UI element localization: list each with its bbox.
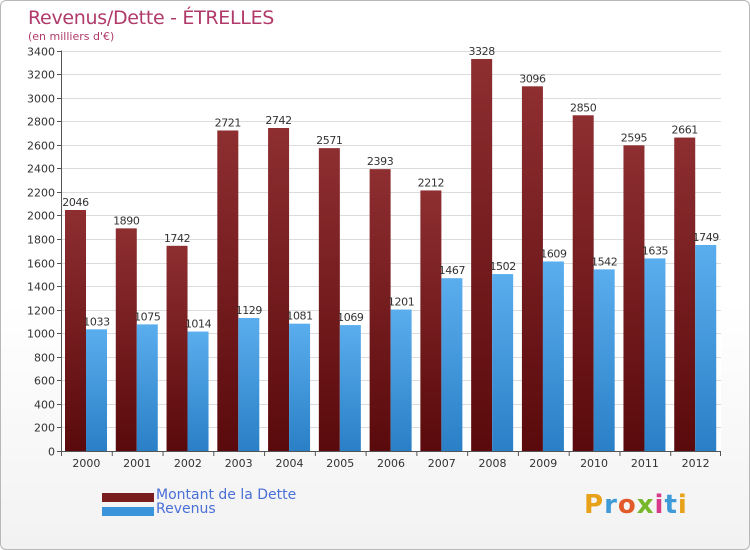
bar-revenus	[390, 309, 412, 451]
data-label-revenus: 1635	[642, 244, 669, 257]
y-tick-label: 2200	[27, 187, 55, 200]
data-label-dette: 2046	[62, 196, 89, 209]
bar-revenus	[695, 244, 717, 451]
y-tick-label: 200	[34, 422, 55, 435]
y-tick-label: 1400	[27, 281, 55, 294]
y-tick-label: 2600	[27, 140, 55, 153]
data-label-dette: 1890	[113, 214, 140, 227]
data-label-dette: 3096	[519, 72, 546, 85]
data-label-dette: 2393	[367, 155, 394, 168]
legend-swatch-revenus	[102, 507, 154, 516]
data-label-dette: 2850	[570, 101, 597, 114]
bar-revenus	[644, 258, 666, 451]
data-label-revenus: 1075	[134, 310, 161, 323]
x-tick-label: 2007	[428, 457, 456, 470]
chart-title: Revenus/Dette - ÉTRELLES	[28, 7, 275, 29]
bar-revenus	[492, 274, 514, 451]
bar-dette	[369, 169, 391, 451]
x-tick-label: 2009	[529, 457, 557, 470]
x-tick-label: 2002	[174, 457, 202, 470]
y-tick-label: 3200	[27, 69, 55, 82]
y-tick-label: 800	[34, 352, 55, 365]
data-label-dette: 2742	[265, 114, 291, 127]
bar-revenus	[289, 323, 311, 451]
bar-dette	[572, 115, 594, 451]
data-label-dette: 3328	[468, 45, 495, 58]
bar-dette	[420, 190, 442, 452]
y-tick-label: 2400	[27, 163, 55, 176]
bar-dette	[471, 58, 493, 452]
proxiti-logo: Proxiti	[584, 490, 688, 520]
y-tick-label: 1200	[27, 305, 55, 318]
x-tick-label: 2006	[377, 457, 405, 470]
y-tick-label: 600	[34, 375, 55, 388]
data-label-dette: 2721	[215, 116, 241, 129]
data-label-dette: 2661	[672, 124, 698, 137]
data-label-dette: 2595	[621, 131, 648, 144]
bar-revenus	[542, 261, 564, 451]
data-label-dette: 1742	[164, 232, 190, 245]
x-tick-label: 2010	[580, 457, 608, 470]
data-label-revenus: 1129	[236, 304, 263, 317]
x-tick-label: 2000	[72, 457, 100, 470]
bar-dette	[623, 145, 645, 451]
bar-dette	[217, 130, 239, 451]
legend-label-revenus: Revenus	[156, 501, 216, 517]
bar-dette	[521, 86, 543, 451]
x-tick-label: 2005	[326, 457, 354, 470]
x-tick-label: 2012	[682, 457, 710, 470]
data-label-revenus: 1081	[286, 310, 312, 323]
x-tick-label: 2004	[275, 457, 303, 470]
x-tick-label: 2003	[225, 457, 253, 470]
data-label-dette: 2212	[418, 176, 444, 189]
bar-dette	[318, 148, 340, 452]
bar-dette	[166, 245, 188, 451]
legend-swatch-dette	[102, 493, 154, 502]
data-label-revenus: 1609	[540, 247, 567, 260]
bar-dette	[65, 209, 86, 451]
data-label-revenus: 1467	[439, 264, 466, 277]
bar-revenus	[86, 329, 107, 451]
y-tick-label: 1800	[27, 234, 55, 247]
x-tick-label: 2008	[479, 457, 507, 470]
bar-revenus	[339, 325, 361, 451]
bar-revenus	[238, 318, 260, 451]
bar-revenus	[136, 324, 158, 451]
y-tick-label: 0	[48, 446, 55, 459]
legend-label-dette: Montant de la Dette	[156, 487, 297, 503]
bar-dette	[674, 137, 696, 451]
data-label-revenus: 1201	[388, 296, 414, 309]
y-tick-label: 3000	[27, 93, 55, 106]
data-label-revenus: 1749	[693, 231, 720, 244]
x-tick-label: 2011	[631, 457, 659, 470]
x-tick-label: 2001	[123, 457, 151, 470]
y-tick-label: 1600	[27, 258, 55, 271]
chart-subtitle: (en milliers d'€)	[28, 30, 115, 43]
bar-revenus	[441, 278, 463, 451]
y-tick-label: 2000	[27, 210, 55, 223]
data-label-revenus: 1069	[337, 311, 364, 324]
data-label-revenus: 1033	[83, 315, 110, 328]
y-tick-label: 3400	[27, 46, 55, 59]
data-label-revenus: 1014	[185, 318, 212, 331]
y-tick-label: 2800	[27, 116, 55, 129]
y-tick-label: 1000	[27, 328, 55, 341]
data-label-revenus: 1542	[591, 255, 617, 268]
bar-dette	[115, 228, 137, 451]
bar-revenus	[187, 331, 209, 451]
data-label-revenus: 1502	[489, 260, 515, 273]
bar-revenus	[593, 269, 615, 451]
data-label-dette: 2571	[316, 134, 342, 147]
y-tick-label: 400	[34, 399, 55, 412]
bar-dette	[268, 128, 290, 451]
